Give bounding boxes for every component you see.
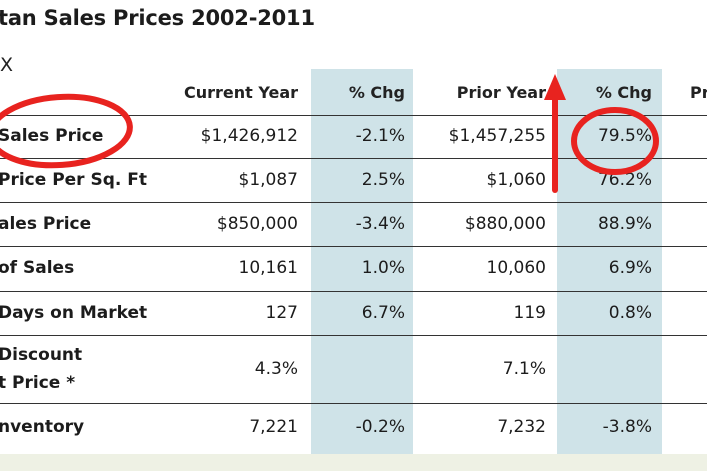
cell-chg2: 76.2% [597, 170, 652, 190]
cell-prior: $880,000 [464, 214, 546, 234]
cell-chg1: -2.1% [355, 126, 405, 146]
row-label: ales Price [0, 214, 92, 234]
cell-chg2: 6.9% [608, 258, 652, 278]
cell-chg2: 79.5% [597, 126, 652, 146]
header-pr-partial: Pr [690, 83, 707, 102]
title-bar: tan Sales Prices 2002-2011 [0, 0, 707, 42]
page-title: tan Sales Prices 2002-2011 [0, 6, 315, 30]
row-label: Days on Market [0, 303, 148, 323]
header-pct-chg-2: % Chg [595, 83, 652, 102]
cell-prior: $1,060 [486, 170, 546, 190]
pct-change-column-shade-1 [311, 69, 413, 454]
cell-current: $1,426,912 [200, 126, 298, 146]
cell-prior: $1,457,255 [448, 126, 546, 146]
table-corner-label: X [0, 54, 14, 76]
cell-current: 10,161 [238, 258, 298, 278]
row-label: Sales Price [0, 126, 104, 146]
cell-chg2: -3.8% [602, 417, 652, 437]
cell-chg1: 1.0% [361, 258, 405, 278]
table-row: Discount t Price * 4.3% 7.1% [0, 335, 707, 404]
cell-current: $1,087 [238, 170, 298, 190]
cell-current: 4.3% [254, 359, 298, 379]
cell-prior: 10,060 [486, 258, 546, 278]
cell-chg2: 88.9% [597, 214, 652, 234]
table-row: nventory 7,221 -0.2% 7,232 -3.8% [0, 403, 707, 455]
bottom-band [0, 454, 707, 471]
row-label: Price Per Sq. Ft [0, 170, 148, 190]
cell-chg2: 0.8% [608, 303, 652, 323]
cell-prior: 7,232 [497, 417, 546, 437]
table-row: of Sales 10,161 1.0% 10,060 6.9% [0, 246, 707, 292]
row-label-line2: t Price * [0, 373, 76, 393]
row-label: nventory [0, 417, 85, 437]
row-label: Discount [0, 345, 83, 365]
cell-prior: 119 [513, 303, 546, 323]
cell-chg1: -0.2% [355, 417, 405, 437]
table-row: Price Per Sq. Ft $1,087 2.5% $1,060 76.2… [0, 158, 707, 203]
table-row: Days on Market 127 6.7% 119 0.8% [0, 291, 707, 336]
cell-current: 7,221 [249, 417, 298, 437]
cell-chg1: 2.5% [361, 170, 405, 190]
cell-chg1: -3.4% [355, 214, 405, 234]
row-label: of Sales [0, 258, 75, 278]
table-row: Sales Price $1,426,912 -2.1% $1,457,255 … [0, 115, 707, 159]
header-current-year: Current Year [183, 83, 298, 102]
cell-current: 127 [265, 303, 298, 323]
header-pct-chg-1: % Chg [348, 83, 405, 102]
cell-current: $850,000 [216, 214, 298, 234]
cell-chg1: 6.7% [361, 303, 405, 323]
header-prior-year: Prior Year [456, 83, 546, 102]
cell-prior: 7.1% [502, 359, 546, 379]
table-row: ales Price $850,000 -3.4% $880,000 88.9% [0, 202, 707, 247]
